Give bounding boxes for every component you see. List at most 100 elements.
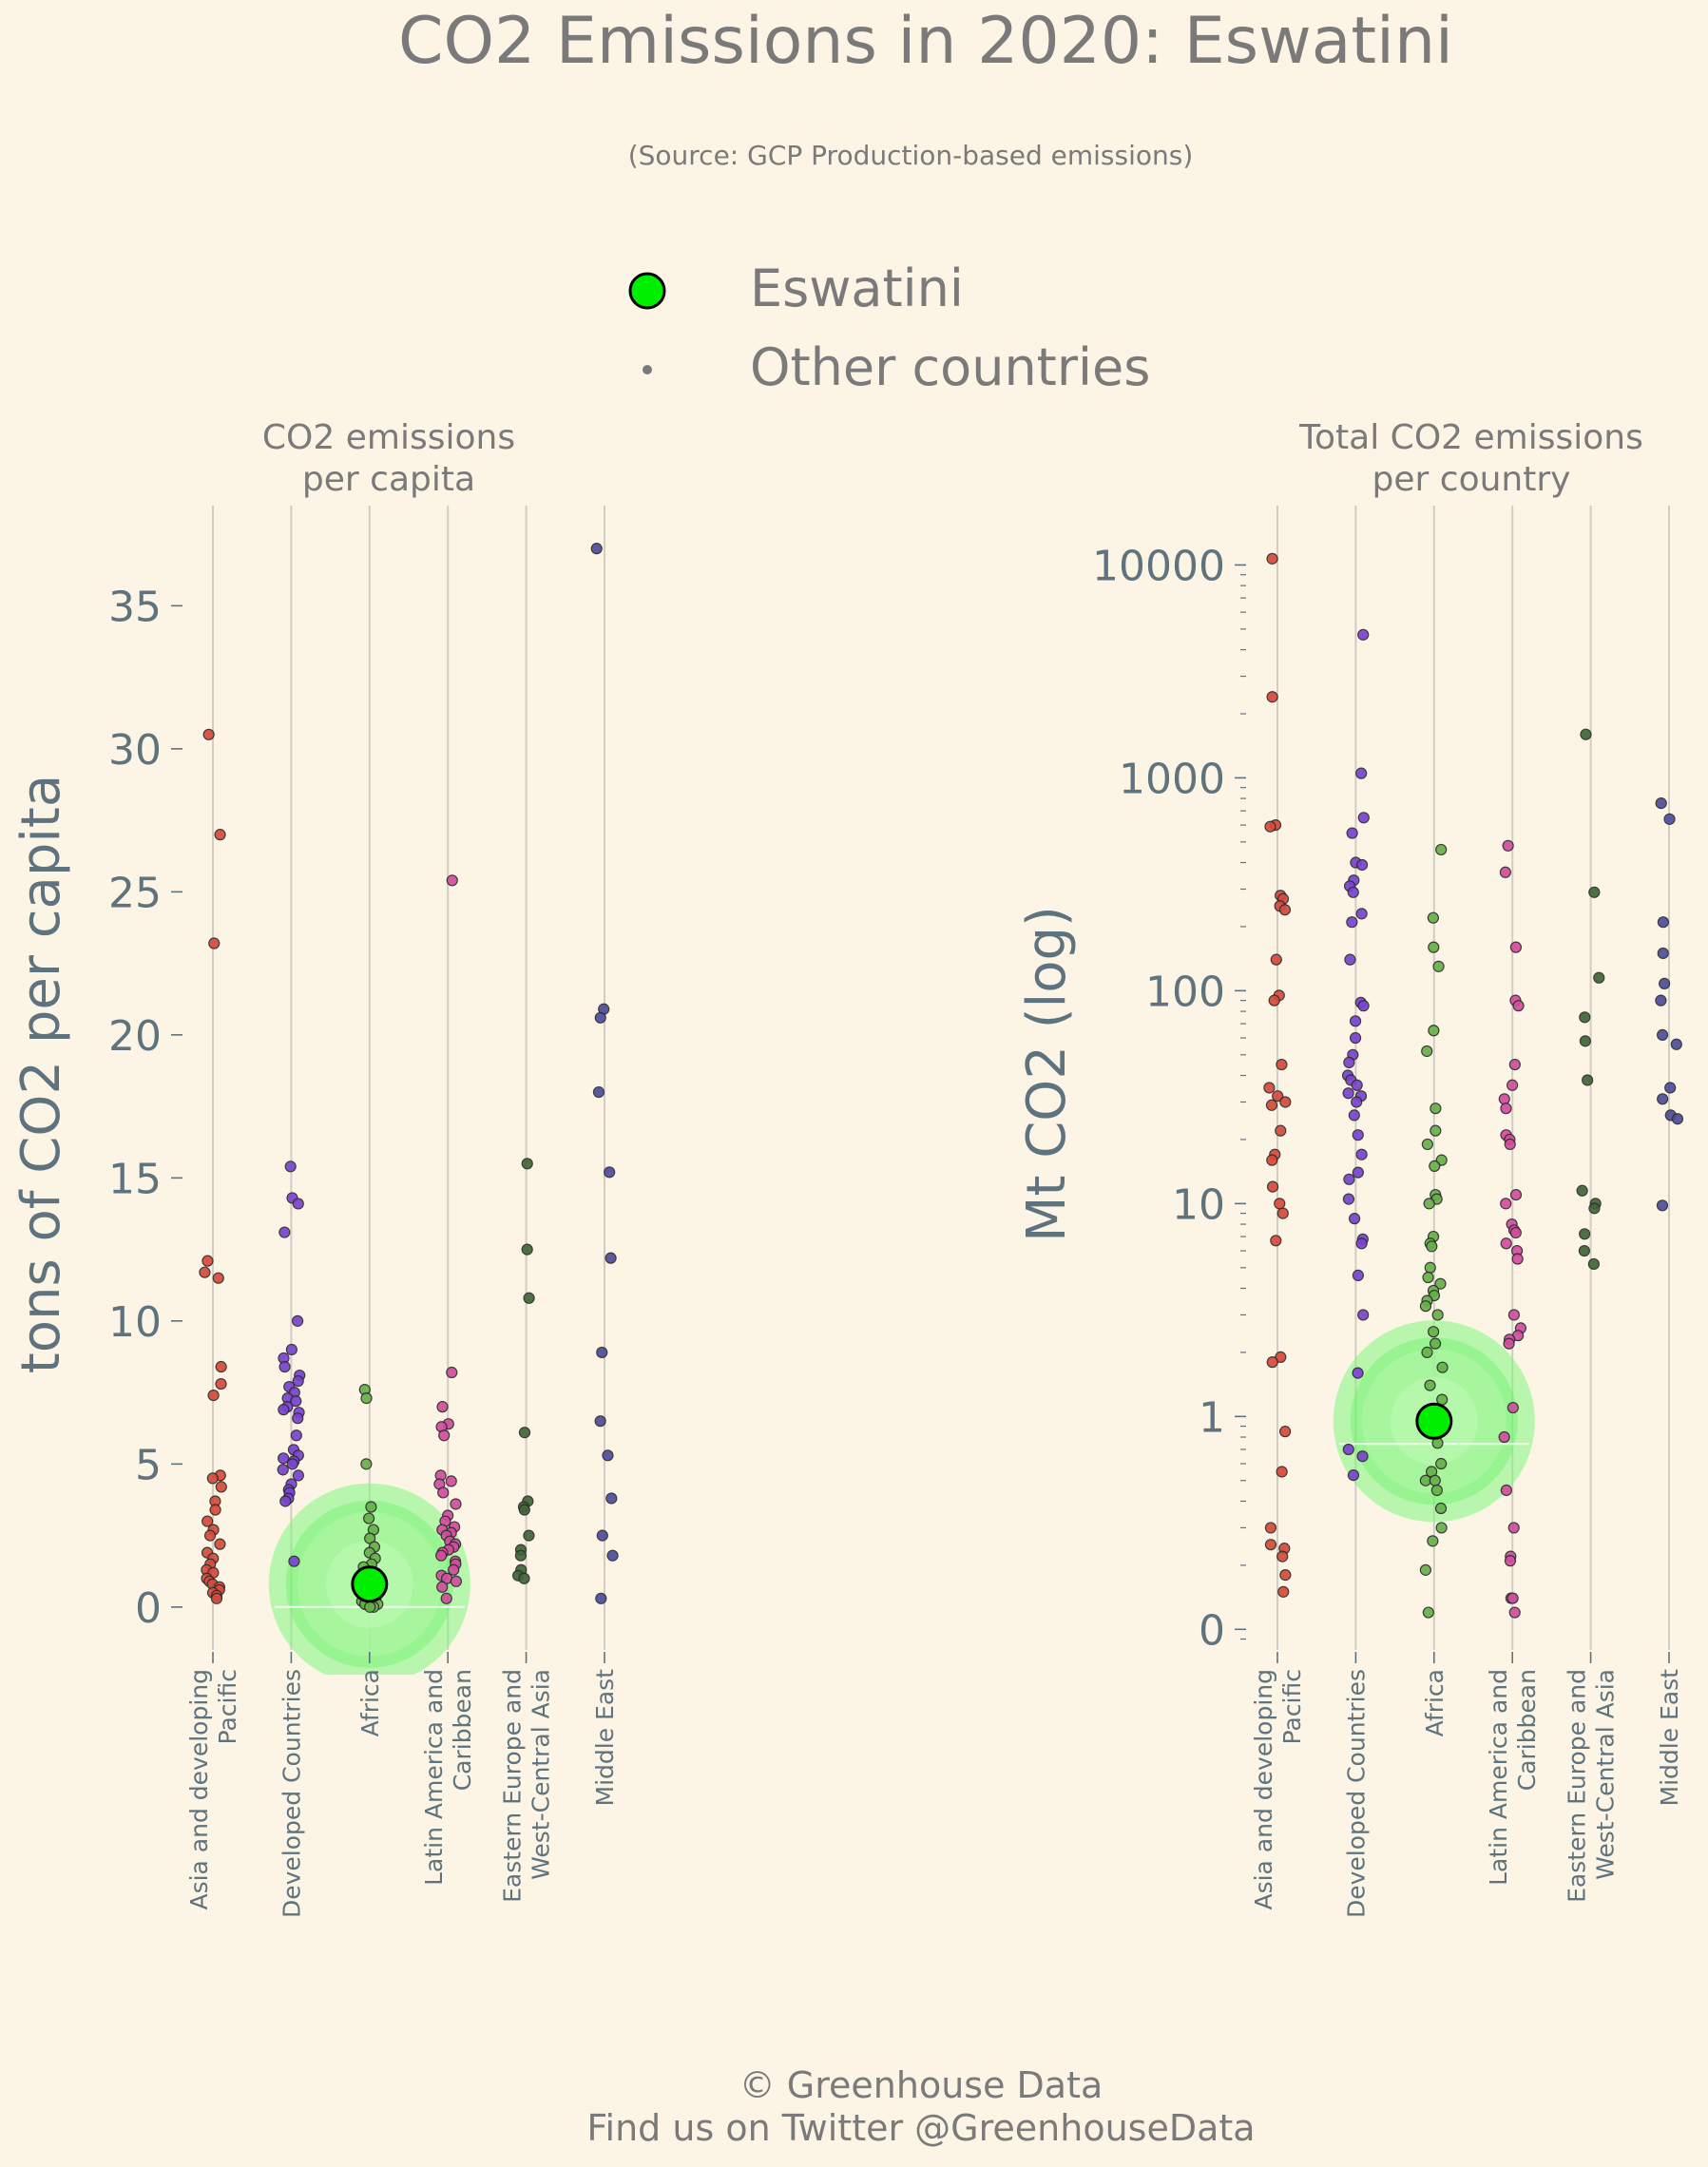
data-point-eastern-europe-and-west-central-asia [518, 1427, 531, 1439]
data-point-developed-countries [292, 1198, 304, 1210]
data-point-developed-countries [1342, 1443, 1354, 1456]
x-tick-label-eastern-europe-and-west-central-asia: Eastern Europe and [499, 1669, 527, 1903]
data-point-asia-and-developing-pacific [215, 1377, 227, 1390]
data-point-africa [1432, 960, 1445, 972]
data-point-asia-and-developing-pacific [1279, 1096, 1292, 1108]
data-point-latin-america-and-caribbean [436, 1581, 449, 1593]
legend: Eswatini Other countries [628, 259, 1150, 397]
data-point-africa [362, 1512, 375, 1525]
y-tick-label: 5 [135, 1441, 162, 1489]
x-tick-label-latin-america-and-caribbean: Latin America and [420, 1669, 448, 1886]
data-point-eastern-europe-and-west-central-asia [518, 1504, 530, 1516]
data-point-asia-and-developing-pacific [214, 1538, 226, 1550]
data-point-asia-and-developing-pacific [1270, 1235, 1282, 1247]
data-point-eastern-europe-and-west-central-asia [523, 1529, 535, 1542]
data-point-asia-and-developing-pacific [202, 1255, 214, 1267]
data-point-asia-and-developing-pacific [1276, 1466, 1288, 1478]
data-point-latin-america-and-caribbean [1508, 1606, 1521, 1619]
data-point-developed-countries [277, 1464, 289, 1476]
data-point-developed-countries [278, 1226, 291, 1238]
data-point-africa [365, 1501, 377, 1513]
y-tick-label: 100 [1145, 968, 1225, 1016]
data-point-africa [1427, 1535, 1439, 1547]
data-point-asia-and-developing-pacific [1275, 1124, 1287, 1137]
panel-title-line-2: per capita [302, 460, 475, 499]
x-tick-label-africa: Africa [356, 1669, 384, 1736]
data-point-africa [1421, 1138, 1433, 1151]
data-point-asia-and-developing-pacific [208, 937, 221, 949]
data-point-africa [1435, 1457, 1448, 1470]
data-point-middle-east [595, 1592, 607, 1604]
data-point-latin-america-and-caribbean [436, 1401, 449, 1413]
data-point-africa [1428, 1326, 1440, 1338]
data-point-eastern-europe-and-west-central-asia [1579, 1011, 1591, 1024]
data-point-asia-and-developing-pacific [1279, 1569, 1292, 1582]
y-tick-label: 10 [108, 1298, 162, 1347]
data-point-latin-america-and-caribbean [1500, 1484, 1512, 1497]
data-point-latin-america-and-caribbean [1509, 1188, 1523, 1201]
x-tick-label-asia-and-developing-pacific: Pacific [1278, 1669, 1306, 1744]
data-point-developed-countries [1352, 1269, 1364, 1281]
data-point-developed-countries [1351, 1096, 1363, 1108]
data-point-latin-america-and-caribbean [450, 1575, 463, 1587]
data-point-asia-and-developing-pacific [1264, 820, 1276, 833]
data-point-developed-countries [1347, 886, 1359, 898]
data-point-africa [1429, 1160, 1441, 1173]
data-point-latin-america-and-caribbean [1500, 1237, 1512, 1250]
x-tick-label-middle-east: Middle East [1656, 1669, 1683, 1807]
data-point-developed-countries [1347, 1468, 1360, 1482]
data-point-developed-countries [1342, 1193, 1355, 1205]
data-point-eastern-europe-and-west-central-asia [1579, 1228, 1591, 1240]
data-point-eastern-europe-and-west-central-asia [521, 1243, 533, 1256]
data-point-asia-and-developing-pacific [1264, 1539, 1277, 1551]
data-point-latin-america-and-caribbean [1498, 1430, 1510, 1444]
data-point-latin-america-and-caribbean [1500, 1103, 1512, 1115]
data-point-africa [1434, 1502, 1448, 1515]
data-point-developed-countries [1349, 1031, 1362, 1045]
data-point-asia-and-developing-pacific [1266, 1154, 1278, 1166]
data-point-middle-east [592, 1085, 605, 1099]
data-point-africa [1427, 911, 1439, 924]
data-point-middle-east [1659, 977, 1671, 989]
data-point-latin-america-and-caribbean [448, 1563, 460, 1576]
highlight-point-eswatini [1415, 1402, 1453, 1440]
data-point-developed-countries [1352, 1166, 1364, 1179]
data-point-middle-east [596, 1529, 608, 1542]
data-point-developed-countries [1357, 1309, 1370, 1321]
x-tick-label-asia-and-developing-pacific: Asia and developing [1250, 1669, 1277, 1910]
y-tick-label: 1000 [1119, 755, 1225, 803]
data-point-latin-america-and-caribbean [1502, 839, 1514, 852]
y-tick-label: 20 [108, 1012, 162, 1061]
data-point-asia-and-developing-pacific [1266, 1356, 1278, 1369]
data-point-eastern-europe-and-west-central-asia [1578, 1244, 1590, 1257]
data-point-developed-countries [288, 1555, 300, 1567]
data-point-eastern-europe-and-west-central-asia [1588, 886, 1601, 898]
data-point-asia-and-developing-pacific [1274, 1198, 1286, 1210]
data-point-middle-east [594, 1011, 606, 1024]
data-point-latin-america-and-caribbean [1507, 1309, 1521, 1321]
data-point-eastern-europe-and-west-central-asia [1582, 1074, 1594, 1086]
data-point-middle-east [1655, 796, 1667, 810]
data-point-middle-east [606, 1549, 619, 1562]
highlight-point-eswatini [351, 1565, 389, 1603]
data-point-asia-and-developing-pacific [214, 829, 226, 841]
data-point-developed-countries [292, 1412, 304, 1425]
data-point-africa [1421, 1346, 1433, 1359]
data-point-asia-and-developing-pacific [207, 1390, 220, 1402]
data-point-eastern-europe-and-west-central-asia [1580, 728, 1592, 740]
data-point-middle-east [1656, 1199, 1669, 1212]
data-point-developed-countries [292, 1314, 304, 1327]
data-point-asia-and-developing-pacific [202, 728, 215, 740]
legend-others-marker [643, 365, 652, 374]
x-tick-label-africa: Africa [1421, 1669, 1449, 1736]
data-point-middle-east [596, 1346, 608, 1359]
data-point-latin-america-and-caribbean [1511, 1253, 1524, 1265]
data-point-asia-and-developing-pacific [215, 1360, 227, 1373]
data-point-middle-east [1670, 1038, 1682, 1050]
x-tick-label-latin-america-and-caribbean: Caribbean [449, 1669, 476, 1791]
data-point-developed-countries [290, 1429, 302, 1442]
data-point-latin-america-and-caribbean [445, 1475, 457, 1487]
x-tick-label-middle-east: Middle East [591, 1669, 619, 1807]
data-point-middle-east [1657, 947, 1669, 960]
data-point-africa [1419, 1300, 1432, 1313]
